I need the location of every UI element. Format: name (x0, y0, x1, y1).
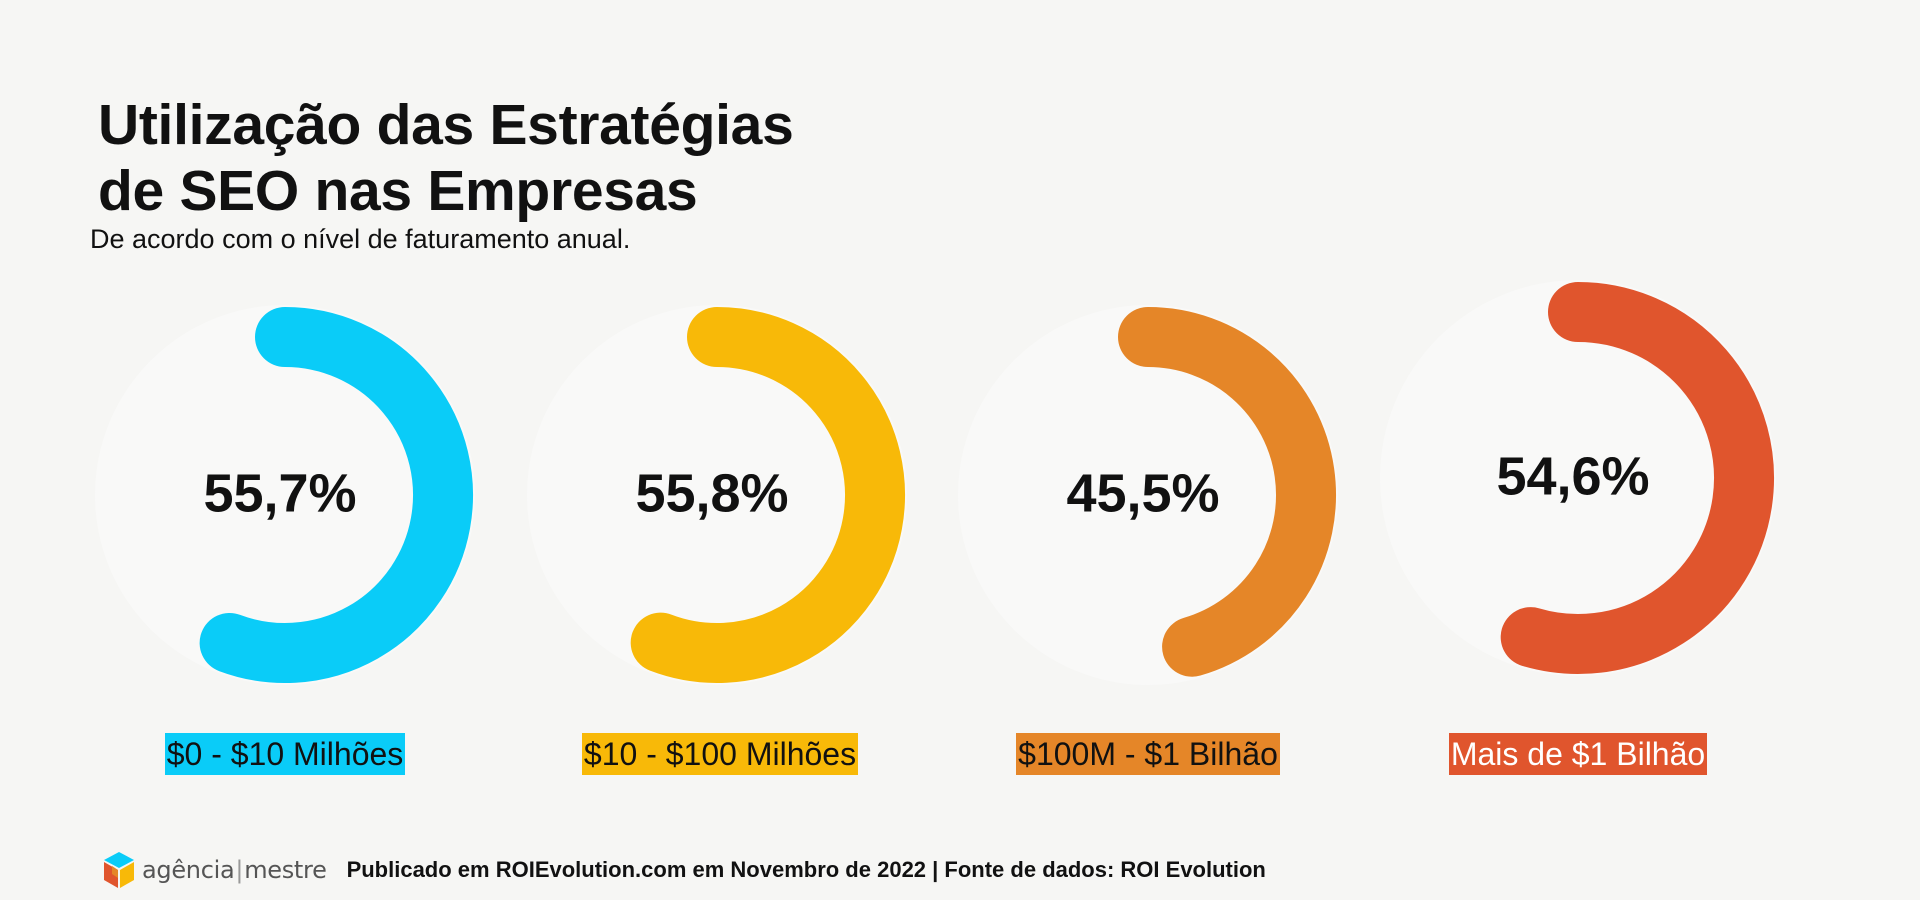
category-label-2: $10 - $100 Milhões (581, 733, 859, 775)
logo-word-1: agência (142, 856, 235, 884)
donut-arc-1 (199, 307, 473, 683)
agencia-mestre-logo-icon (104, 852, 134, 888)
logo-text: agência|mestre (142, 856, 327, 884)
donut-value-label-4: 54,6% (1496, 446, 1649, 506)
category-label-4: Mais de $1 Bilhão (1448, 733, 1708, 775)
category-label-1: $0 - $10 Milhões (164, 733, 406, 775)
donut-arc-3 (1118, 307, 1336, 677)
logo: agência|mestre (100, 850, 327, 890)
title-line-2: de SEO nas Empresas (98, 159, 698, 223)
category-label-3: $100M - $1 Bilhão (1016, 733, 1280, 775)
title-line-1: Utilização das Estratégias (98, 93, 794, 157)
donut-value-label-2: 55,8% (635, 463, 788, 523)
page-title: Utilização das Estratégias de SEO nas Em… (98, 92, 794, 224)
source-note: Publicado em ROIEvolution.com em Novembr… (346, 857, 1266, 882)
donut-value-label-3: 45,5% (1066, 463, 1219, 523)
donut-arc-2 (630, 307, 905, 683)
logo-word-2: mestre (244, 856, 327, 884)
donut-value-label-1: 55,7% (203, 463, 356, 523)
footer: agência|mestre Publicado em ROIEvolution… (100, 848, 1266, 892)
page-subtitle: De acordo com o nível de faturamento anu… (90, 224, 631, 254)
donut-arc-4 (1500, 282, 1774, 674)
